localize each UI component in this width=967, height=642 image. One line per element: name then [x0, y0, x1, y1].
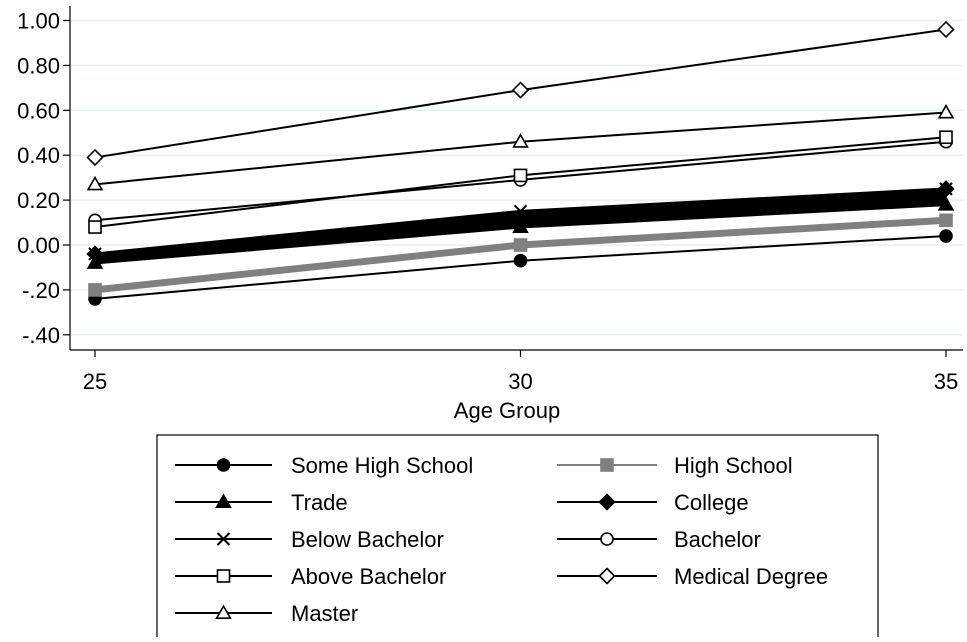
legend-label: High School: [674, 453, 793, 478]
legend-label: Some High School: [291, 453, 473, 478]
x-marker-stroke: [88, 247, 102, 261]
data-point-above-bachelor: [513, 168, 528, 183]
legend-item-master: Master: [175, 601, 358, 626]
legend-swatch-marker: [600, 532, 614, 546]
legend-label: Above Bachelor: [291, 564, 446, 589]
axis-labels: Age Group: [454, 398, 560, 423]
data-point-medical-degree: [511, 81, 530, 99]
legend-label: College: [674, 490, 749, 515]
data-point-high-school: [88, 283, 102, 297]
data-point-master: [937, 104, 955, 119]
legend-item-trade: Trade: [175, 490, 348, 515]
series-medical-degree: [86, 20, 955, 167]
legend-label: Bachelor: [674, 527, 761, 552]
series-some-high-school: [88, 229, 953, 306]
series-below-bachelor: [88, 182, 953, 261]
legend-item-above-bachelor: Above Bachelor: [175, 564, 446, 589]
y-tick-label: 0.60: [17, 98, 60, 123]
y-tick-label: 1.00: [17, 9, 60, 34]
legend-swatch-marker: [600, 458, 614, 472]
y-tick-label: -.20: [22, 278, 60, 303]
y-tick-label: -.40: [22, 323, 60, 348]
y-tick-label: 0.80: [17, 53, 60, 78]
x-marker-stroke: [216, 532, 231, 546]
series-high-school: [88, 213, 953, 297]
data-point-below-bachelor: [939, 182, 953, 196]
data-point-medical-degree: [937, 20, 955, 39]
x-tick-label: 30: [508, 369, 532, 394]
axes: 1.00 0.80 0.60 0.40 0.20 0.00 -.20 -.40 25 30 35: [17, 6, 963, 394]
legend-item-bachelor: Bachelor: [557, 527, 761, 552]
legend-item-some-high-school: Some High School: [175, 453, 473, 478]
data-point-above-bachelor: [88, 220, 102, 234]
legend-label: Medical Degree: [674, 564, 828, 589]
data-point-below-bachelor: [513, 204, 528, 219]
legend-swatch-marker: [216, 458, 231, 472]
legend-frame: [156, 434, 879, 642]
data-point-master: [86, 175, 104, 191]
data-point-below-bachelor: [88, 247, 102, 261]
legend-label: Master: [291, 601, 358, 626]
legend-item-medical-degree: Medical Degree: [557, 564, 828, 589]
series-above-bachelor: [88, 130, 953, 234]
y-tick-label: 0.40: [17, 143, 60, 168]
legend-swatch-marker: [215, 604, 232, 619]
x-marker-stroke: [939, 182, 953, 196]
x-marker-stroke: [513, 204, 528, 219]
y-tick-label: 0.00: [17, 233, 60, 258]
data-point-some-high-school: [513, 253, 528, 268]
x-tick-label: 25: [83, 369, 107, 394]
data-point-high-school: [939, 213, 953, 228]
data-point-high-school: [513, 238, 528, 252]
legend-swatch-marker: [216, 532, 231, 546]
data-point-some-high-school: [939, 229, 953, 243]
legend-swatch-marker: [216, 569, 231, 583]
y-tick-label: 0.20: [17, 188, 60, 213]
series-master: [86, 104, 955, 191]
legend-label: Below Bachelor: [291, 527, 444, 552]
legend-swatch-marker: [598, 567, 616, 585]
legend-swatch-marker: [598, 493, 616, 511]
legend: Some High School High School Trade College B…: [156, 434, 879, 642]
data-point-trade: [937, 196, 955, 211]
legend-item-high-school: High School: [557, 453, 793, 478]
x-tick-label: 35: [934, 369, 958, 394]
x-axis-label: Age Group: [454, 398, 560, 423]
grey-band: [95, 216, 946, 294]
legend-label: Trade: [291, 490, 348, 515]
legend-item-college: College: [557, 490, 749, 515]
series-lines: [86, 20, 955, 306]
data-point-master: [512, 133, 529, 148]
legend-swatch-marker: [215, 493, 232, 508]
series-trade: [86, 196, 955, 269]
data-point-above-bachelor: [939, 130, 953, 145]
legend-item-below-bachelor: Below Bachelor: [175, 527, 444, 552]
data-point-medical-degree: [86, 148, 104, 167]
